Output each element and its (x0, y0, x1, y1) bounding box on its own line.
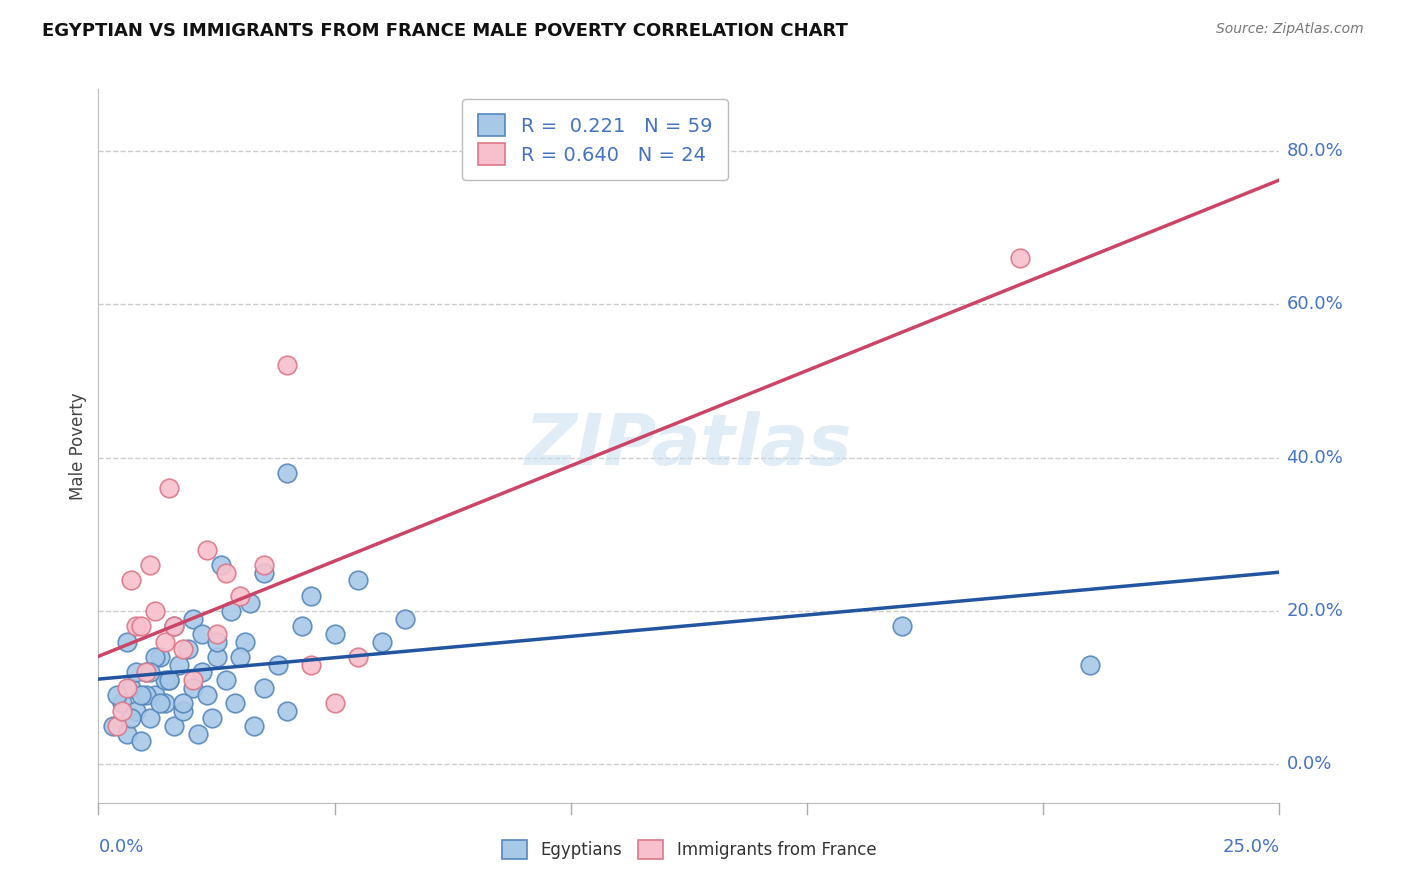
Text: EGYPTIAN VS IMMIGRANTS FROM FRANCE MALE POVERTY CORRELATION CHART: EGYPTIAN VS IMMIGRANTS FROM FRANCE MALE … (42, 22, 848, 40)
Point (394, 612, 416, 626)
Point (299, 657, 322, 672)
Text: 20.0%: 20.0% (1286, 602, 1343, 620)
Point (149, 650, 172, 665)
Point (205, 634, 228, 648)
Point (121, 681, 143, 695)
Point (201, 711, 224, 725)
Point (195, 542, 218, 557)
Point (229, 589, 252, 603)
Point (181, 612, 204, 626)
Point (129, 689, 152, 703)
Point (276, 359, 298, 373)
Point (172, 696, 194, 710)
Point (163, 719, 186, 733)
Text: 0.0%: 0.0% (98, 838, 143, 856)
Point (233, 634, 256, 648)
Point (195, 689, 218, 703)
Point (323, 627, 346, 641)
Point (253, 558, 276, 572)
Point (157, 673, 180, 687)
Point (129, 734, 152, 748)
Point (371, 634, 394, 648)
Point (177, 642, 200, 657)
Point (253, 681, 276, 695)
Text: 60.0%: 60.0% (1286, 295, 1343, 313)
Point (323, 696, 346, 710)
Point (157, 481, 180, 495)
Point (143, 689, 166, 703)
Point (267, 657, 290, 672)
Point (229, 650, 252, 665)
Point (1008, 251, 1031, 265)
Point (101, 719, 124, 733)
Point (224, 696, 246, 710)
Point (135, 665, 157, 680)
Legend: Egyptians, Immigrants from France: Egyptians, Immigrants from France (495, 834, 883, 866)
Point (347, 650, 370, 665)
Point (135, 665, 157, 680)
Point (191, 665, 214, 680)
Point (143, 604, 166, 618)
Point (157, 673, 180, 687)
Point (299, 589, 322, 603)
Point (125, 704, 148, 718)
Text: 0.0%: 0.0% (1286, 756, 1331, 773)
Point (172, 704, 194, 718)
Point (172, 642, 194, 657)
Point (139, 665, 162, 680)
Point (105, 719, 128, 733)
Point (187, 727, 209, 741)
Point (181, 673, 204, 687)
Point (276, 704, 298, 718)
Point (890, 619, 912, 633)
Point (219, 604, 242, 618)
Point (139, 711, 162, 725)
Point (167, 657, 190, 672)
Point (153, 696, 176, 710)
Point (153, 634, 176, 648)
Point (115, 727, 138, 741)
Point (205, 627, 228, 641)
Point (129, 619, 152, 633)
Point (215, 566, 238, 580)
Point (121, 711, 143, 725)
Point (111, 704, 134, 718)
Point (105, 689, 128, 703)
Point (149, 696, 172, 710)
Point (139, 558, 162, 572)
Point (143, 650, 166, 665)
Text: 80.0%: 80.0% (1286, 142, 1343, 160)
Point (276, 466, 298, 480)
Point (153, 673, 176, 687)
Point (121, 574, 143, 588)
Point (125, 665, 148, 680)
Point (239, 596, 262, 610)
Point (215, 673, 238, 687)
Text: ZIPatlas: ZIPatlas (526, 411, 852, 481)
Point (191, 627, 214, 641)
Point (115, 681, 138, 695)
Point (181, 681, 204, 695)
Point (290, 619, 312, 633)
Y-axis label: Male Poverty: Male Poverty (69, 392, 87, 500)
Text: 40.0%: 40.0% (1286, 449, 1343, 467)
Point (125, 619, 148, 633)
Point (115, 634, 138, 648)
Point (347, 574, 370, 588)
Text: Source: ZipAtlas.com: Source: ZipAtlas.com (1216, 22, 1364, 37)
Point (253, 566, 276, 580)
Point (205, 650, 228, 665)
Point (243, 719, 266, 733)
Point (135, 689, 157, 703)
Text: 25.0%: 25.0% (1222, 838, 1279, 856)
Point (163, 619, 186, 633)
Point (1080, 657, 1102, 672)
Point (163, 619, 186, 633)
Point (209, 558, 232, 572)
Point (111, 696, 134, 710)
